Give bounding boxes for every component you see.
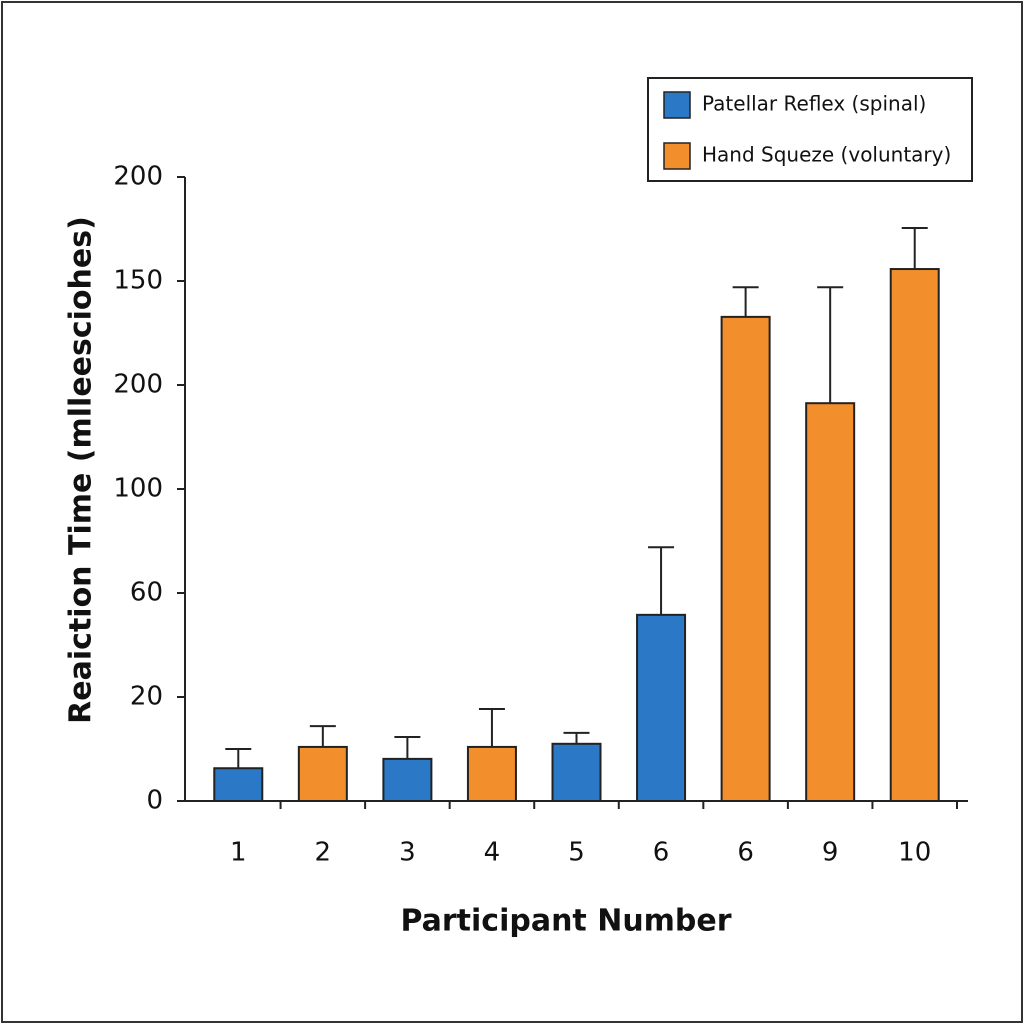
legend-label: Patellar Reflex (spinal) [702,92,926,116]
bar [297,745,348,802]
x-tick-label: 4 [484,838,501,868]
y-tick-label: 0 [146,786,163,816]
x-axis-title: Participant Number [400,904,731,939]
y-tick-label: 200 [113,162,163,192]
x-tick-label: 6 [737,838,754,868]
y-tick-label: 60 [130,578,163,608]
bar [889,268,940,803]
bar [805,402,856,802]
bar [382,757,433,803]
bar [720,315,771,802]
y-tick-label: 200 [113,370,163,400]
y-axis-title: Reaiction Time (mlleesciohes) [64,216,99,724]
x-tick-label: 2 [315,838,332,868]
x-tick-label: 9 [822,838,839,868]
y-tick-label: 100 [113,474,163,504]
legend-swatch [663,142,691,170]
legend-label: Hand Squeze (voluntary) [702,143,951,167]
legend-swatch [663,91,691,119]
x-tick-label: 6 [653,838,670,868]
x-tick-label: 1 [230,838,247,868]
x-tick-label: 5 [568,838,585,868]
bar [551,742,602,802]
legend [647,77,973,182]
x-tick-label: 3 [399,838,416,868]
y-tick-label: 20 [130,682,163,712]
y-tick-label: 150 [113,266,163,296]
bar [466,745,517,802]
bar [636,613,687,803]
x-tick-label: 10 [898,838,931,868]
bar [213,767,264,802]
